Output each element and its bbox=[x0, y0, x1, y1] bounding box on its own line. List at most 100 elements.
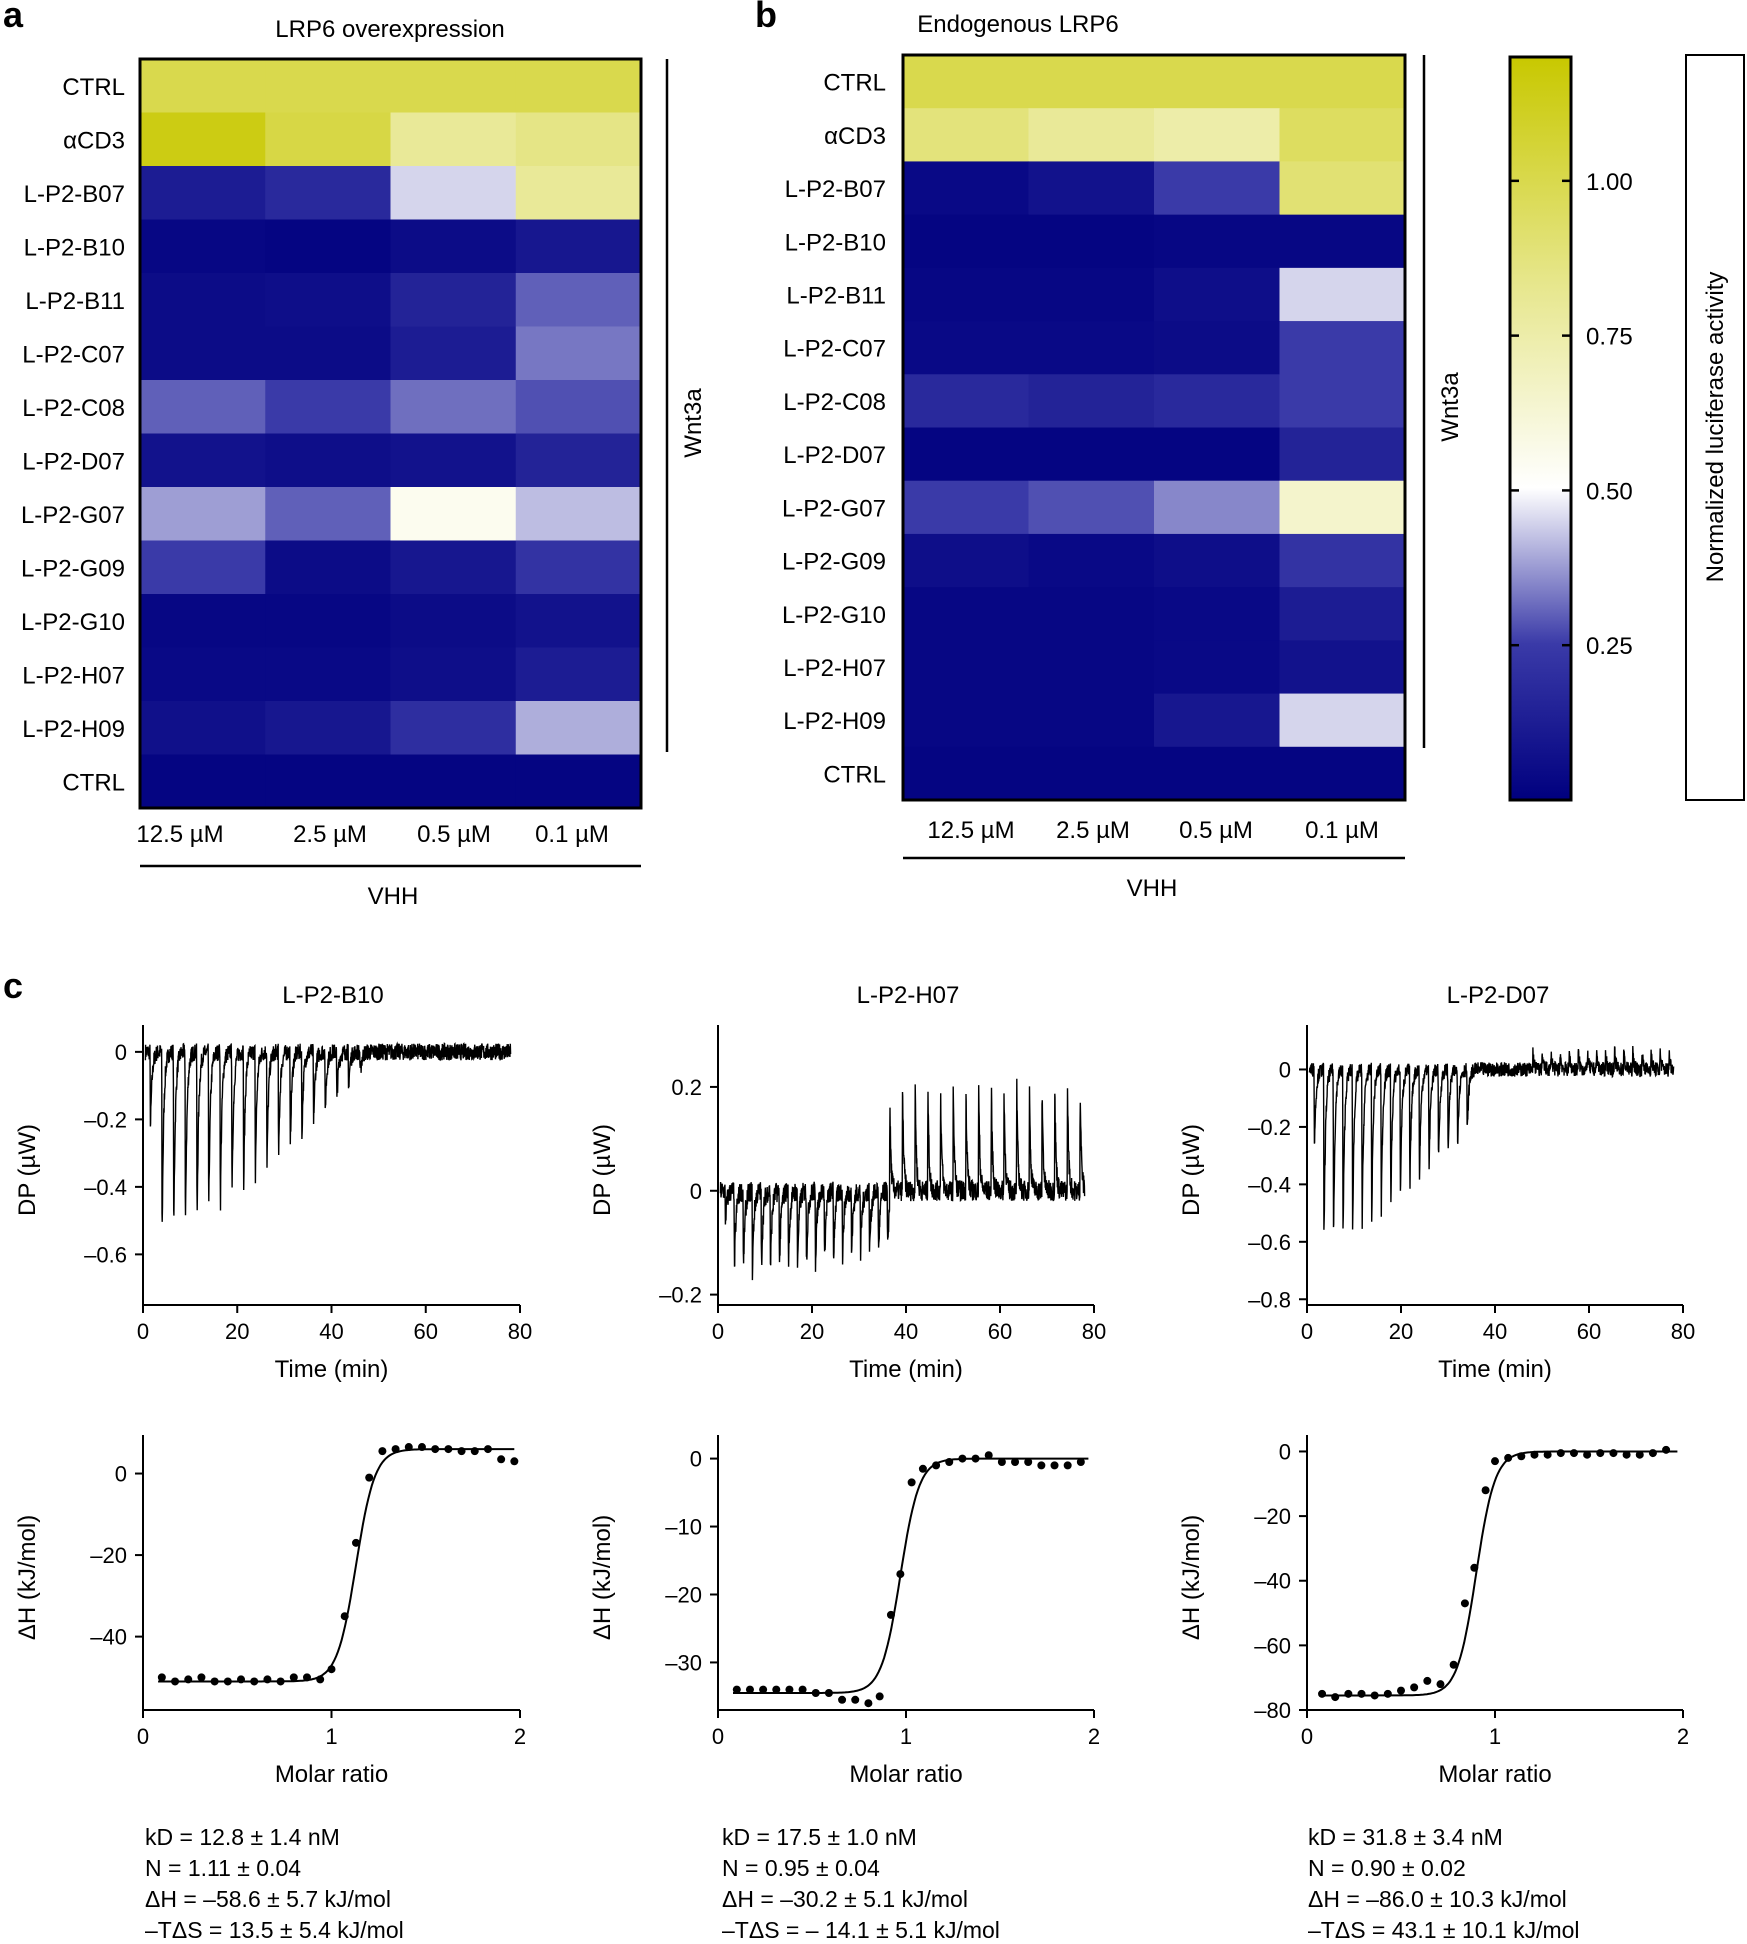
isotherm-point bbox=[316, 1675, 325, 1684]
isotherm-point bbox=[276, 1677, 285, 1686]
isotherm-point bbox=[971, 1454, 980, 1463]
isotherm-point bbox=[1662, 1445, 1671, 1454]
heatmap-col-label: 0.5 µM bbox=[417, 821, 491, 848]
heatmap-col-label: 12.5 µM bbox=[136, 821, 223, 848]
colorbar-label: Normalized luciferase activity bbox=[1702, 272, 1729, 583]
heatmap-cell bbox=[1028, 427, 1155, 482]
heatmap-cell bbox=[1028, 746, 1155, 801]
heatmap-row-label: L-P2-B11 bbox=[786, 282, 886, 309]
x-tick-label: 80 bbox=[1671, 1319, 1695, 1344]
isotherm-point bbox=[1583, 1450, 1592, 1459]
heatmap-cell bbox=[1028, 640, 1155, 695]
isotherm-point bbox=[365, 1473, 374, 1482]
x-tick-label: 40 bbox=[319, 1319, 343, 1344]
isotherm-point bbox=[340, 1612, 349, 1621]
isotherm-point bbox=[997, 1457, 1006, 1466]
isotherm-point bbox=[824, 1689, 833, 1698]
heatmap-cell bbox=[140, 219, 266, 274]
isotherm-point bbox=[1357, 1689, 1366, 1698]
y-tick-label: –80 bbox=[1254, 1698, 1291, 1723]
y-tick-label: –0.2 bbox=[1248, 1115, 1291, 1140]
isotherm-point bbox=[263, 1675, 272, 1684]
heatmap-cell bbox=[515, 487, 642, 542]
heatmap-cell bbox=[140, 433, 266, 488]
heatmap-row-label: αCD3 bbox=[63, 127, 125, 154]
heatmap-cell bbox=[140, 112, 266, 167]
x-tick-label: 40 bbox=[894, 1319, 918, 1344]
isotherm-point bbox=[352, 1538, 361, 1547]
x-tick-label: 40 bbox=[1483, 1319, 1507, 1344]
heatmap-cell bbox=[1028, 374, 1155, 429]
x-tick-label: 1 bbox=[1489, 1724, 1501, 1749]
y-tick-label: –0.2 bbox=[84, 1107, 127, 1132]
x-tick-label: 0 bbox=[137, 1319, 149, 1344]
x-tick-label: 60 bbox=[1577, 1319, 1601, 1344]
x-tick-label: 0 bbox=[1301, 1319, 1313, 1344]
isotherm-point bbox=[785, 1685, 794, 1694]
heatmap-row-label: L-P2-H09 bbox=[22, 716, 125, 743]
isotherm-point bbox=[1011, 1457, 1020, 1466]
isotherm-point bbox=[470, 1447, 479, 1456]
isotherm-point bbox=[732, 1685, 741, 1694]
x-tick-label: 2 bbox=[514, 1724, 526, 1749]
heatmap-row-label: L-P2-H09 bbox=[783, 708, 886, 735]
y-tick-label: 0 bbox=[115, 1462, 127, 1487]
heatmap-cell bbox=[515, 166, 642, 221]
isotherm-fit-line bbox=[733, 1457, 1089, 1694]
heatmap-row-label: αCD3 bbox=[824, 123, 886, 150]
heatmap-cell bbox=[1279, 267, 1406, 322]
y-axis-label: DP (µW) bbox=[1178, 1124, 1205, 1216]
heatmap-row-label: L-P2-D07 bbox=[783, 442, 886, 469]
heatmap-cell bbox=[140, 594, 266, 649]
itc-panel-title: L-P2-B10 bbox=[282, 982, 383, 1009]
heatmap-row-label: L-P2-H07 bbox=[783, 655, 886, 682]
heatmap-cell bbox=[1028, 480, 1155, 535]
y-tick-label: –0.2 bbox=[659, 1283, 702, 1308]
isotherm-point bbox=[510, 1457, 519, 1466]
y-tick-label: –30 bbox=[665, 1650, 702, 1675]
x-axis-label: Time (min) bbox=[849, 1356, 963, 1383]
colorbar-gradient bbox=[1508, 55, 1573, 802]
heatmap-cell bbox=[390, 647, 517, 702]
heatmap-cell bbox=[1279, 321, 1406, 375]
heatmap-cell bbox=[1279, 480, 1406, 535]
x-axis-label: Molar ratio bbox=[275, 1761, 388, 1788]
heatmap-cell bbox=[265, 380, 392, 435]
heatmap-b-xlabel: VHH bbox=[1127, 875, 1178, 902]
itc-stat-line: ΔH = –86.0 ± 10.3 kJ/mol bbox=[1308, 1886, 1567, 1912]
isotherm-point bbox=[302, 1673, 311, 1682]
heatmap-cell bbox=[1028, 214, 1155, 269]
x-tick-label: 1 bbox=[325, 1724, 337, 1749]
heatmap-border bbox=[901, 53, 1407, 802]
heatmap-cell bbox=[515, 112, 642, 167]
heatmap-cell bbox=[1028, 321, 1155, 375]
y-tick-label: –0.4 bbox=[1248, 1172, 1291, 1197]
y-axis-label: ΔH (kJ/mol) bbox=[14, 1515, 41, 1640]
heatmap-row-label: CTRL bbox=[62, 769, 125, 796]
heatmap-cell bbox=[265, 701, 392, 756]
heatmap-cell bbox=[1028, 587, 1155, 641]
heatmap-cell bbox=[390, 166, 517, 221]
y-tick-label: –0.6 bbox=[84, 1242, 127, 1267]
x-tick-label: 1 bbox=[900, 1724, 912, 1749]
heatmap-cell bbox=[1154, 55, 1281, 109]
isotherm-point bbox=[483, 1445, 492, 1454]
colorbar-label-box bbox=[1685, 54, 1745, 801]
heatmap-row-label: L-P2-B07 bbox=[785, 176, 886, 203]
heatmap-cell bbox=[515, 219, 642, 274]
heatmap-cell bbox=[390, 487, 517, 542]
heatmap-cell bbox=[1154, 480, 1281, 535]
isotherm-point bbox=[886, 1610, 895, 1619]
itc-stat-line: –TΔS = 13.5 ± 5.4 kJ/mol bbox=[145, 1917, 404, 1943]
x-tick-label: 60 bbox=[414, 1319, 438, 1344]
heatmap-cell bbox=[515, 433, 642, 488]
heatmap-row-label: L-P2-C08 bbox=[22, 395, 125, 422]
x-tick-label: 20 bbox=[225, 1319, 249, 1344]
heatmap-row-label: L-P2-G10 bbox=[21, 609, 125, 636]
heatmap-cell bbox=[1279, 374, 1406, 429]
y-tick-label: 0.2 bbox=[671, 1075, 702, 1100]
heatmap-col-label: 12.5 µM bbox=[927, 817, 1014, 844]
isotherm-point bbox=[1370, 1691, 1379, 1700]
heatmap-cell bbox=[140, 326, 266, 381]
heatmap-cell bbox=[1154, 161, 1281, 216]
